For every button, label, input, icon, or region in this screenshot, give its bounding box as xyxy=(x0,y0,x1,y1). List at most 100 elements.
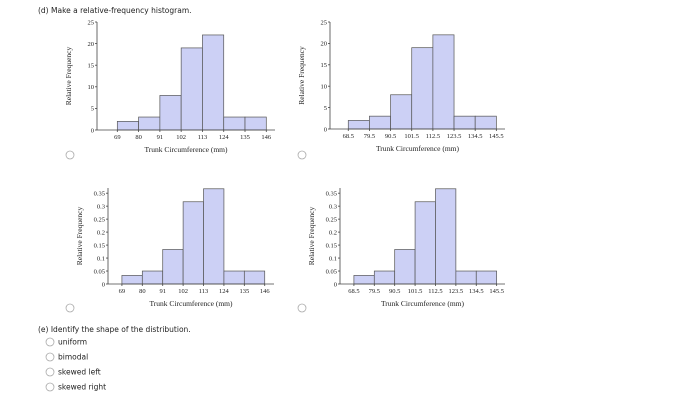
bar xyxy=(116,121,139,131)
y-tick-label: 0.2 xyxy=(329,229,337,236)
y-tick-label: 0.3 xyxy=(329,203,337,210)
y-tick-label: 15 xyxy=(321,62,328,69)
x-tick-label: 101.5 xyxy=(404,133,419,140)
y-tick-label: 25 xyxy=(88,19,95,26)
y-tick-label: 0.15 xyxy=(326,242,337,249)
question-d: (d) Make a relative-frequency histogram. xyxy=(38,6,192,15)
bar xyxy=(435,188,457,285)
y-tick-label: 15 xyxy=(88,63,95,70)
bar xyxy=(373,270,396,285)
y-tick-label: 0.25 xyxy=(326,216,337,223)
bar xyxy=(369,115,391,130)
y-tick-label: 0.05 xyxy=(326,268,337,275)
x-tick-label: 69 xyxy=(119,288,126,295)
option-label[interactable]: skewed left xyxy=(58,368,101,377)
x-tick-label: 102 xyxy=(178,288,188,295)
x-tick-label: 80 xyxy=(135,134,142,141)
bar xyxy=(414,201,436,285)
y-tick-label: 0.1 xyxy=(329,255,337,262)
bar xyxy=(390,94,413,130)
bar xyxy=(474,115,497,130)
y-axis-label: Relative Frequency xyxy=(307,206,316,265)
x-tick-label: 69 xyxy=(114,134,121,141)
bar xyxy=(411,47,434,130)
x-tick-label: 145.5 xyxy=(489,288,504,295)
x-tick-label: 135 xyxy=(240,134,250,141)
bar xyxy=(203,188,225,285)
bar xyxy=(347,120,370,130)
x-axis-label: Trunk Circumference (mm) xyxy=(144,145,228,154)
bar xyxy=(432,34,455,130)
option-label[interactable]: uniform xyxy=(58,338,87,347)
bar xyxy=(162,249,184,285)
bar xyxy=(244,116,267,131)
radio-button[interactable] xyxy=(297,303,307,313)
y-tick-label: 20 xyxy=(321,41,328,48)
y-tick-label: 5 xyxy=(324,105,327,112)
x-tick-label: 91 xyxy=(157,134,164,141)
y-tick-label: 0.35 xyxy=(326,190,337,197)
x-tick-label: 101.5 xyxy=(408,288,423,295)
y-axis-label: Relative Frequency xyxy=(75,206,84,265)
x-axis-label: Trunk Circumference (mm) xyxy=(149,299,233,308)
x-tick-label: 134.5 xyxy=(469,288,484,295)
y-tick-label: 0.1 xyxy=(97,255,105,262)
x-tick-label: 146 xyxy=(261,134,272,141)
y-tick-label: 0.35 xyxy=(94,190,105,197)
y-tick-label: 5 xyxy=(91,106,94,113)
bar xyxy=(223,270,245,285)
option-label[interactable]: bimodal xyxy=(58,353,88,362)
y-tick-label: 0 xyxy=(334,281,337,288)
x-tick-label: 102 xyxy=(176,134,186,141)
x-tick-label: 68.5 xyxy=(343,133,354,140)
question-e: (e) Identify the shape of the distributi… xyxy=(38,325,191,334)
x-tick-label: 123.5 xyxy=(447,133,462,140)
bar xyxy=(138,116,161,131)
bar xyxy=(121,275,143,285)
radio-button[interactable] xyxy=(45,382,55,392)
x-tick-label: 134.5 xyxy=(468,133,483,140)
y-tick-label: 0 xyxy=(91,127,94,134)
x-tick-label: 112.5 xyxy=(428,288,442,295)
option-label[interactable]: skewed right xyxy=(58,383,106,392)
x-tick-label: 90.5 xyxy=(389,288,400,295)
x-tick-label: 80 xyxy=(139,288,146,295)
y-axis-label: Relative Frequency xyxy=(297,46,306,105)
bar xyxy=(141,270,164,285)
y-tick-label: 0.05 xyxy=(94,268,105,275)
x-tick-label: 124 xyxy=(219,134,230,141)
radio-button[interactable] xyxy=(297,150,307,160)
x-axis-label: Trunk Circumference (mm) xyxy=(376,144,460,153)
bar xyxy=(353,275,375,285)
y-tick-label: 10 xyxy=(321,84,328,91)
bar xyxy=(475,270,498,285)
y-tick-label: 0.3 xyxy=(97,203,105,210)
radio-button[interactable] xyxy=(45,337,55,347)
x-tick-label: 113 xyxy=(198,134,208,141)
x-tick-label: 124 xyxy=(219,288,230,295)
y-tick-label: 0 xyxy=(102,281,105,288)
x-tick-label: 68.5 xyxy=(348,288,359,295)
x-tick-label: 91 xyxy=(159,288,166,295)
bar xyxy=(243,270,266,285)
radio-button[interactable] xyxy=(65,303,75,313)
bar xyxy=(223,116,246,131)
y-tick-label: 0.15 xyxy=(94,242,105,249)
radio-button[interactable] xyxy=(65,150,75,160)
y-tick-label: 25 xyxy=(321,19,328,26)
bar xyxy=(455,270,477,285)
bar xyxy=(394,249,416,285)
x-tick-label: 79.5 xyxy=(369,288,380,295)
y-tick-label: 0.2 xyxy=(97,229,105,236)
bar xyxy=(159,95,182,131)
x-tick-label: 145.5 xyxy=(489,133,504,140)
radio-button[interactable] xyxy=(45,352,55,362)
bar xyxy=(180,47,203,131)
x-tick-label: 112.5 xyxy=(426,133,440,140)
x-tick-label: 79.5 xyxy=(364,133,375,140)
y-tick-label: 0 xyxy=(324,126,327,133)
bar xyxy=(453,115,476,130)
radio-button[interactable] xyxy=(45,367,55,377)
x-tick-label: 113 xyxy=(199,288,209,295)
